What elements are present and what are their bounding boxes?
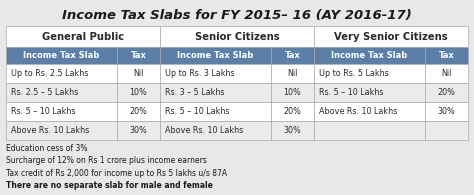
Text: Up to Rs. 5 Lakhs: Up to Rs. 5 Lakhs [319,69,388,78]
Text: Nil: Nil [287,69,298,78]
FancyBboxPatch shape [314,64,425,83]
Text: Rs. 2.5 – 5 Lakhs: Rs. 2.5 – 5 Lakhs [11,88,78,97]
Text: Tax: Tax [284,51,301,60]
FancyBboxPatch shape [271,64,314,83]
Text: Tax: Tax [438,51,454,60]
FancyBboxPatch shape [425,83,468,102]
Text: 30%: 30% [129,126,147,135]
FancyBboxPatch shape [271,121,314,140]
FancyBboxPatch shape [117,83,160,102]
FancyBboxPatch shape [271,47,314,64]
FancyBboxPatch shape [314,47,425,64]
Text: Up to Rs. 2.5 Lakhs: Up to Rs. 2.5 Lakhs [11,69,88,78]
Text: 10%: 10% [283,88,301,97]
FancyBboxPatch shape [160,121,271,140]
Text: Surcharge of 12% on Rs 1 crore plus income earners: Surcharge of 12% on Rs 1 crore plus inco… [6,156,207,165]
FancyBboxPatch shape [117,64,160,83]
FancyBboxPatch shape [314,121,425,140]
Text: Nil: Nil [441,69,452,78]
FancyBboxPatch shape [117,121,160,140]
Text: Income Tax Slabs for FY 2015– 16 (AY 2016-17): Income Tax Slabs for FY 2015– 16 (AY 201… [62,9,412,22]
Text: Very Senior Citizens: Very Senior Citizens [334,32,448,42]
FancyBboxPatch shape [160,102,271,121]
Text: Up to Rs. 3 Lakhs: Up to Rs. 3 Lakhs [165,69,234,78]
Text: Above Rs. 10 Lakhs: Above Rs. 10 Lakhs [319,107,397,116]
Text: Rs. 3 – 5 Lakhs: Rs. 3 – 5 Lakhs [165,88,224,97]
Text: Rs. 5 – 10 Lakhs: Rs. 5 – 10 Lakhs [165,107,229,116]
FancyBboxPatch shape [425,121,468,140]
Text: Rs. 5 – 10 Lakhs: Rs. 5 – 10 Lakhs [11,107,75,116]
Text: Income Tax Slab: Income Tax Slab [177,51,254,60]
Text: 20%: 20% [438,88,456,97]
FancyBboxPatch shape [6,83,117,102]
FancyBboxPatch shape [160,26,314,47]
Text: Tax credit of Rs 2,000 for income up to Rs 5 lakhs u/s 87A: Tax credit of Rs 2,000 for income up to … [6,169,227,178]
Text: 20%: 20% [283,107,301,116]
Text: Nil: Nil [133,69,144,78]
FancyBboxPatch shape [6,102,117,121]
FancyBboxPatch shape [314,83,425,102]
Text: 30%: 30% [283,126,301,135]
Text: 20%: 20% [129,107,147,116]
Text: Above Rs. 10 Lakhs: Above Rs. 10 Lakhs [11,126,89,135]
FancyBboxPatch shape [160,83,271,102]
FancyBboxPatch shape [425,102,468,121]
FancyBboxPatch shape [6,64,117,83]
FancyBboxPatch shape [314,26,468,47]
FancyBboxPatch shape [271,102,314,121]
Text: Income Tax Slab: Income Tax Slab [331,51,408,60]
FancyBboxPatch shape [425,47,468,64]
FancyBboxPatch shape [6,121,117,140]
FancyBboxPatch shape [117,47,160,64]
FancyBboxPatch shape [271,83,314,102]
Text: There are no separate slab for male and female: There are no separate slab for male and … [6,181,213,190]
Text: Income Tax Slab: Income Tax Slab [23,51,100,60]
FancyBboxPatch shape [6,47,117,64]
FancyBboxPatch shape [160,64,271,83]
FancyBboxPatch shape [117,102,160,121]
Text: Rs. 5 – 10 Lakhs: Rs. 5 – 10 Lakhs [319,88,383,97]
Text: General Public: General Public [42,32,124,42]
Text: 10%: 10% [129,88,147,97]
FancyBboxPatch shape [314,102,425,121]
FancyBboxPatch shape [160,47,271,64]
FancyBboxPatch shape [425,64,468,83]
Text: Above Rs. 10 Lakhs: Above Rs. 10 Lakhs [165,126,243,135]
Text: Tax: Tax [131,51,146,60]
Text: 30%: 30% [438,107,455,116]
Text: Education cess of 3%: Education cess of 3% [6,144,88,153]
FancyBboxPatch shape [6,26,160,47]
Text: Senior Citizens: Senior Citizens [195,32,279,42]
